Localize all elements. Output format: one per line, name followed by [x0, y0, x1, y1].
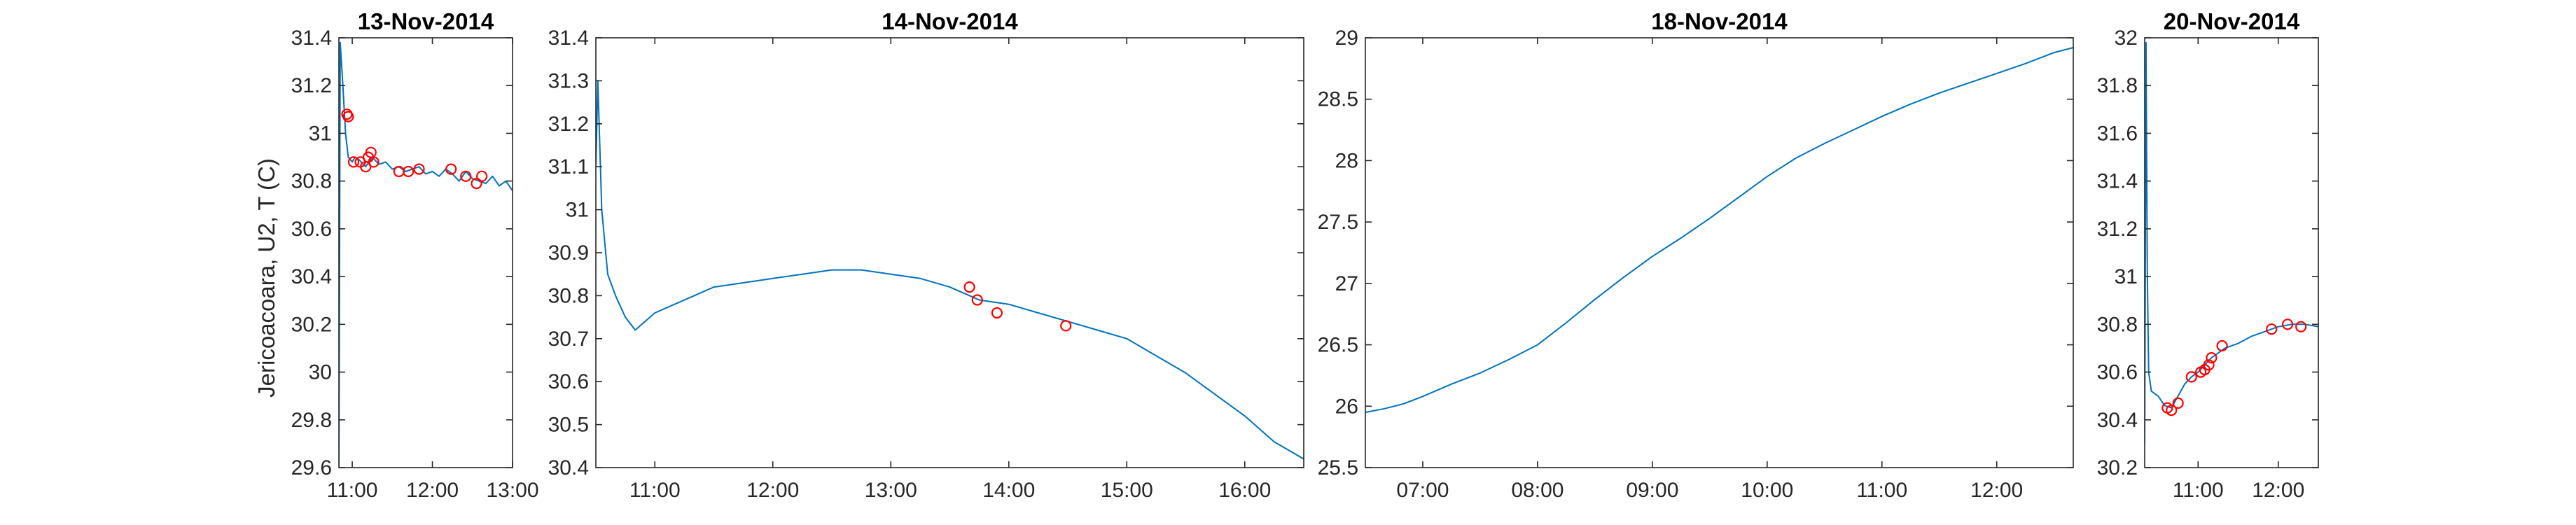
data-marker [2166, 404, 2178, 416]
axes-frame [338, 37, 513, 468]
axes-frame [2144, 37, 2319, 468]
y-tick-label: 30 [309, 361, 332, 384]
y-tick-label: 32 [2115, 27, 2138, 50]
axes-frame [595, 37, 1304, 468]
y-tick-label: 26.5 [1318, 334, 1358, 357]
data-marker [2295, 321, 2307, 332]
y-tick-label: 30.4 [291, 265, 332, 288]
y-tick-label: 30.8 [548, 284, 589, 307]
chart-title: 14-Nov-2014 [882, 8, 1018, 34]
y-tick-label: 27 [1335, 272, 1358, 295]
y-tick-label: 30.4 [548, 456, 589, 479]
x-tick-label: 11:00 [1856, 479, 1907, 502]
x-tick-label: 12:00 [406, 479, 459, 502]
x-tick-label: 12:00 [1970, 479, 2023, 502]
y-tick-label: 31.3 [548, 69, 589, 92]
y-tick-label: 30.4 [2097, 409, 2138, 432]
y-tick-label: 30.2 [2097, 456, 2138, 479]
x-tick-label: 12:00 [746, 479, 799, 502]
y-tick-label: 27.5 [1318, 211, 1358, 234]
data-marker [991, 307, 1003, 319]
y-tick-label: 31.4 [548, 27, 589, 50]
data-marker [413, 163, 425, 175]
chart-title: 20-Nov-2014 [2164, 8, 2300, 34]
series-line [1365, 47, 2073, 414]
axes-frame [1365, 37, 2074, 468]
y-tick-label: 31 [309, 122, 332, 145]
y-tick-label: 30.5 [548, 414, 589, 437]
y-tick-label: 31.2 [2097, 218, 2138, 241]
x-tick-label: 12:00 [2252, 479, 2304, 502]
data-marker [368, 156, 380, 168]
data-marker [1060, 320, 1072, 332]
data-marker [471, 178, 482, 190]
data-marker [2185, 371, 2197, 383]
series-line [339, 41, 513, 468]
series-line [2145, 41, 2318, 444]
y-tick-label: 25.5 [1318, 456, 1358, 479]
data-marker [342, 111, 354, 122]
data-marker [2282, 318, 2294, 330]
x-tick-label: 11:00 [2173, 479, 2224, 502]
data-marker [971, 294, 983, 306]
x-tick-label: 14:00 [982, 479, 1035, 502]
x-tick-label: 08:00 [1511, 479, 1564, 502]
y-tick-label: 31.1 [548, 155, 589, 178]
y-tick-label: 31.2 [548, 113, 589, 136]
x-tick-label: 15:00 [1101, 479, 1153, 502]
y-tick-label: 31 [2115, 265, 2138, 288]
y-tick-label: 31.4 [2097, 170, 2138, 193]
data-marker [403, 165, 415, 178]
data-marker [2216, 340, 2228, 352]
data-marker [2206, 352, 2218, 364]
y-tick-label: 30.6 [2097, 361, 2138, 384]
x-tick-label: 13:00 [486, 479, 538, 502]
y-tick-label: 30.9 [548, 241, 589, 265]
x-tick-label: 11:00 [327, 479, 378, 502]
y-tick-label: 31.6 [2097, 122, 2138, 145]
y-tick-label: 31 [566, 199, 589, 222]
y-tick-label: 28 [1335, 149, 1358, 172]
data-marker [2203, 359, 2215, 371]
y-tick-label: 30.8 [2097, 313, 2138, 336]
y-tick-label: 29.8 [291, 409, 332, 432]
x-tick-label: 11:00 [629, 479, 681, 502]
y-tick-label: 28.5 [1318, 88, 1358, 111]
y-tick-label: 31.4 [291, 27, 332, 50]
y-tick-label: 31.8 [2097, 74, 2138, 97]
data-marker [393, 165, 405, 178]
y-tick-label: 30.2 [291, 313, 332, 336]
x-tick-label: 09:00 [1626, 479, 1678, 502]
y-tick-label: 30.7 [548, 328, 589, 351]
x-tick-label: 10:00 [1741, 479, 1793, 502]
data-marker [460, 170, 472, 182]
data-marker [475, 170, 488, 182]
data-marker [347, 156, 360, 168]
data-marker [2172, 397, 2184, 410]
y-tick-label: 30.6 [291, 218, 332, 241]
y-axis-label: Jericoacoara, U2, T (C) [253, 158, 279, 398]
series-line [596, 80, 1304, 460]
data-marker [445, 163, 457, 175]
x-tick-label: 13:00 [865, 479, 917, 502]
x-tick-label: 16:00 [1218, 479, 1271, 502]
chart-panel-2: 30.4 30.5 30.6 30.7 30.8 30.9 31 31.1 31.2 31.3 31… [548, 8, 1304, 502]
chart-panel-4: 30.2 30.4 30.6 30.8 31 31.2 31.4 31.6 31.8 32 11:0… [2097, 8, 2319, 502]
data-marker [2266, 323, 2278, 335]
chart-title: 18-Nov-2014 [1651, 8, 1788, 34]
data-marker [963, 281, 975, 293]
chart-panel-3: 25.5 26 26.5 27 27.5 28 28.5 29 07:00 08:00 09:00 1… [1318, 8, 2074, 502]
chart-panel-1: 29.6 29.8 30 30.2 30.4 30.6 30.8 31 31.2 31.4 11:0… [291, 8, 539, 502]
y-tick-label: 26 [1335, 395, 1358, 418]
y-tick-label: 31.2 [291, 74, 332, 97]
chart-title: 13-Nov-2014 [358, 8, 494, 34]
y-tick-label: 30.6 [548, 370, 589, 393]
y-tick-label: 29 [1335, 27, 1358, 50]
x-tick-label: 07:00 [1396, 479, 1449, 502]
y-tick-label: 30.8 [291, 170, 332, 193]
y-tick-label: 29.6 [291, 456, 332, 479]
